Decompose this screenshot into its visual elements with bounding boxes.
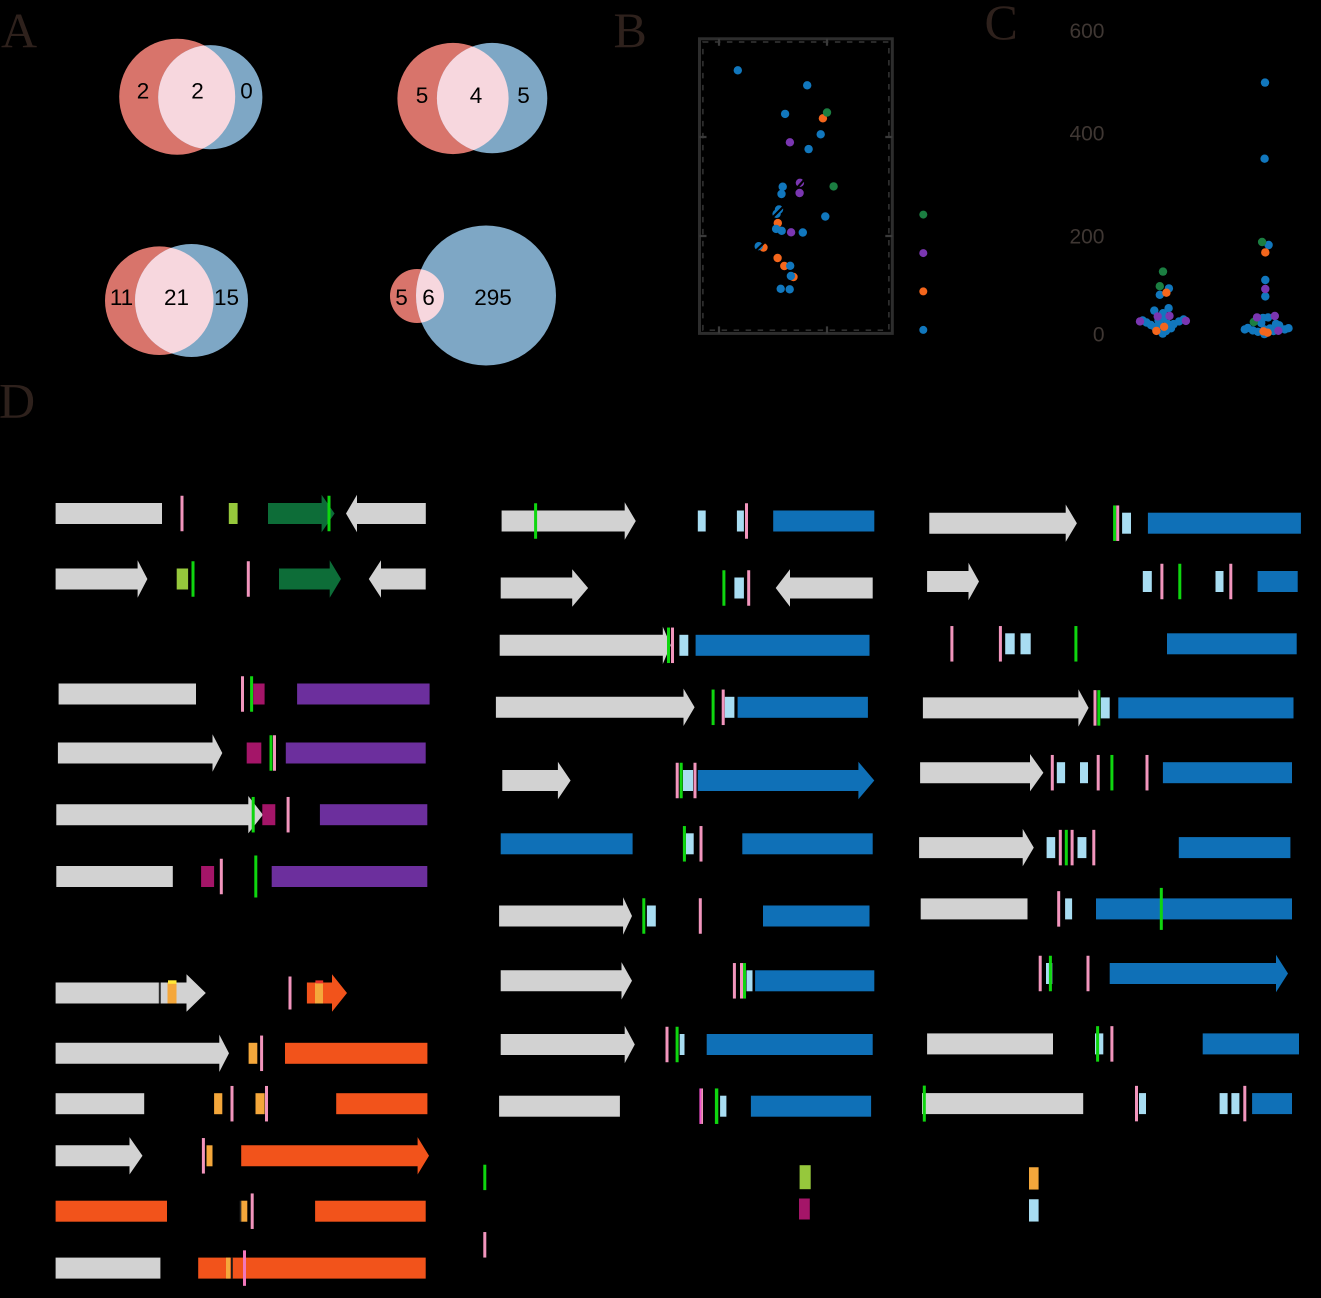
- svg-text:200: 200: [1069, 226, 1104, 249]
- svg-text:15: 15: [214, 285, 239, 310]
- svg-text:11: 11: [110, 285, 133, 310]
- svg-text:2: 2: [137, 79, 150, 104]
- svg-text:600: 600: [1069, 20, 1104, 43]
- svg-text:5: 5: [517, 83, 530, 108]
- svg-text:0: 0: [1093, 324, 1105, 347]
- svg-text:4: 4: [470, 83, 483, 108]
- svg-text:2: 2: [191, 79, 204, 104]
- svg-text:21: 21: [164, 285, 189, 310]
- svg-text:5: 5: [395, 285, 408, 310]
- svg-text:C: C: [985, 0, 1018, 50]
- svg-text:0: 0: [240, 79, 253, 104]
- svg-text:295: 295: [474, 285, 512, 310]
- svg-text:D: D: [0, 373, 35, 429]
- svg-text:5: 5: [416, 83, 429, 108]
- svg-text:400: 400: [1069, 123, 1104, 146]
- svg-text:6: 6: [422, 285, 435, 310]
- svg-text:B: B: [614, 2, 647, 58]
- svg-text:A: A: [1, 3, 37, 59]
